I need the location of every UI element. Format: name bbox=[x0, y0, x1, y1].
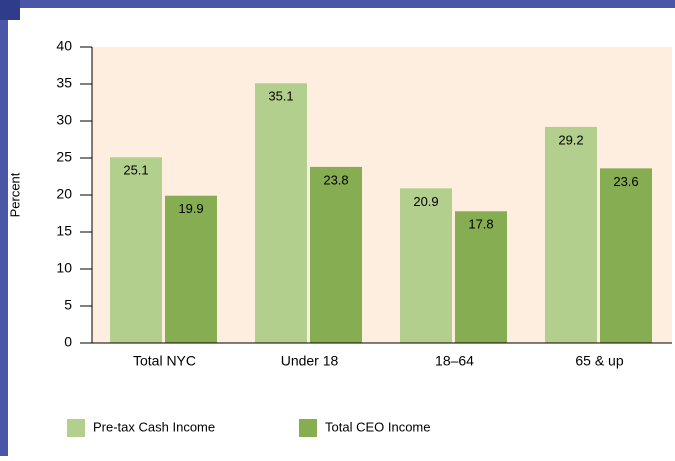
data-label: 29.2 bbox=[558, 132, 583, 147]
bar bbox=[400, 188, 452, 343]
legend-swatch bbox=[299, 419, 317, 437]
x-tick-label: Under 18 bbox=[281, 353, 339, 369]
bar bbox=[600, 168, 652, 343]
x-tick-label: 65 & up bbox=[575, 353, 623, 369]
frame-top bbox=[0, 0, 675, 8]
y-tick-label: 10 bbox=[56, 260, 72, 276]
data-label: 17.8 bbox=[468, 217, 493, 232]
bar bbox=[165, 195, 217, 343]
y-tick-label: 25 bbox=[56, 149, 72, 165]
legend-swatch bbox=[67, 419, 85, 437]
legend-label: Pre-tax Cash Income bbox=[93, 419, 215, 434]
data-label: 23.8 bbox=[323, 172, 348, 187]
x-tick-label: 18–64 bbox=[435, 353, 474, 369]
y-tick-label: 15 bbox=[56, 223, 72, 239]
bar bbox=[310, 166, 362, 343]
frame-corner bbox=[0, 0, 20, 20]
data-label: 25.1 bbox=[123, 163, 148, 178]
y-tick-label: 5 bbox=[64, 297, 72, 313]
x-tick-label: Total NYC bbox=[133, 353, 196, 369]
data-label: 23.6 bbox=[613, 174, 638, 189]
legend-label: Total CEO Income bbox=[325, 419, 431, 434]
y-tick-label: 30 bbox=[56, 112, 72, 128]
data-label: 19.9 bbox=[178, 201, 203, 216]
bar bbox=[110, 157, 162, 343]
data-label: 20.9 bbox=[413, 194, 438, 209]
y-tick-label: 20 bbox=[56, 186, 72, 202]
y-axis-label: Percent bbox=[7, 172, 22, 217]
y-tick-label: 0 bbox=[64, 334, 72, 350]
data-label: 35.1 bbox=[268, 89, 293, 104]
bar bbox=[255, 83, 307, 343]
frame-left bbox=[0, 0, 8, 456]
bar bbox=[455, 211, 507, 343]
y-tick-label: 40 bbox=[56, 38, 72, 54]
bar bbox=[545, 126, 597, 343]
y-tick-label: 35 bbox=[56, 75, 72, 91]
